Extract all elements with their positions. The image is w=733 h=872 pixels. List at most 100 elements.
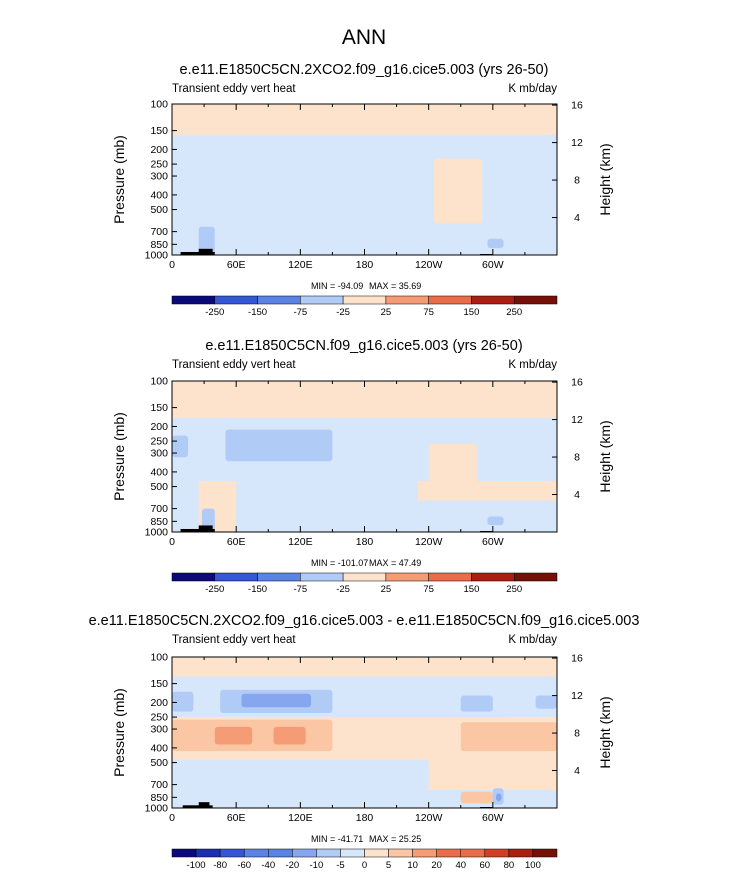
panel-title: e.e11.E1850C5CN.2XCO2.f09_g16.cice5.003 …: [180, 62, 549, 78]
colorbar-swatch: [385, 295, 429, 305]
x-tick-label: 180: [356, 259, 374, 271]
colorbar-label: -20: [285, 860, 299, 871]
colorbar-swatch: [513, 295, 558, 305]
contour-region: [172, 381, 557, 418]
x-tick-label: 120W: [415, 812, 443, 824]
colorbar-label: -100: [187, 860, 206, 871]
y-tick-label: 700: [150, 226, 168, 238]
units-label: K mb/day: [508, 83, 557, 95]
x-tick-label: 120W: [415, 259, 443, 271]
colorbar-swatch: [243, 848, 269, 858]
colorbar-label: 60: [480, 860, 491, 871]
contour-region: [172, 759, 429, 791]
colorbar-swatch: [171, 848, 197, 858]
panel-3: e.e11.E1850C5CN.2XCO2.f09_g16.cice5.003 …: [89, 613, 640, 871]
contour-region: [460, 791, 493, 804]
y-tick-label: 250: [150, 159, 168, 171]
y-tick-label: 500: [150, 757, 168, 769]
min-label: MIN = -101.07: [311, 558, 368, 568]
contour-region: [487, 516, 504, 526]
plot-area: [172, 104, 557, 255]
variable-label: Transient eddy vert heat: [172, 83, 296, 95]
y-right-tick-label: 12: [571, 137, 583, 149]
min-label: MIN = -94.09: [311, 281, 363, 291]
y-tick-label: 300: [150, 724, 168, 736]
colorbar-label: 150: [464, 307, 480, 318]
colorbar-swatch: [214, 295, 258, 305]
y-tick-label: 400: [150, 742, 168, 754]
colorbar-label: -150: [248, 584, 267, 595]
y-axis-title: Pressure (mb): [111, 135, 127, 224]
y-tick-label: 100: [150, 652, 168, 664]
colorbar-label: 0: [362, 860, 367, 871]
colorbar-label: 250: [506, 307, 522, 318]
panel-1: e.e11.E1850C5CN.2XCO2.f09_g16.cice5.003 …: [111, 62, 613, 318]
contour-region: [460, 695, 493, 712]
y-tick-label: 1000: [145, 527, 169, 539]
contour-region: [273, 726, 306, 745]
y-axis-right-title: Height (km): [597, 143, 613, 215]
y-right-tick-label: 16: [571, 377, 583, 389]
contour-region: [487, 238, 504, 249]
y-axis-title: Pressure (mb): [111, 688, 127, 777]
y-axis-right-title: Height (km): [597, 696, 613, 768]
x-tick-label: 60E: [227, 536, 246, 548]
contour-region: [434, 158, 483, 224]
x-tick-label: 120W: [415, 536, 443, 548]
topography-mask: [180, 528, 215, 532]
y-tick-label: 300: [150, 448, 168, 460]
x-tick-label: 180: [356, 536, 374, 548]
x-tick-label: 180: [356, 812, 374, 824]
y-tick-label: 150: [150, 678, 168, 690]
colorbar-swatch: [214, 572, 258, 582]
colorbar-label: 10: [407, 860, 418, 871]
colorbar-label: 100: [525, 860, 541, 871]
y-right-tick-label: 16: [571, 100, 583, 112]
contour-region: [236, 481, 418, 532]
y-right-tick-label: 4: [574, 212, 580, 224]
y-right-tick-label: 12: [571, 690, 583, 702]
colorbar-label: -25: [336, 584, 350, 595]
x-tick-label: 60E: [227, 259, 246, 271]
contour-region: [214, 726, 253, 745]
colorbar-swatch: [428, 295, 472, 305]
colorbar-swatch: [195, 848, 221, 858]
x-tick-label: 60E: [227, 812, 246, 824]
colorbar-swatch: [316, 848, 341, 858]
variable-label: Transient eddy vert heat: [172, 634, 296, 646]
colorbar-label: -75: [293, 307, 307, 318]
topography-mask: [198, 525, 213, 532]
y-tick-label: 700: [150, 779, 168, 791]
y-tick-label: 850: [150, 239, 168, 251]
colorbar-label: 5: [386, 860, 391, 871]
colorbar-swatch: [364, 848, 389, 858]
y-tick-label: 250: [150, 712, 168, 724]
colorbar-label: -5: [336, 860, 344, 871]
panel-2: e.e11.E1850C5CN.f09_g16.cice5.003 (yrs 2…: [111, 338, 613, 595]
colorbar-label: 75: [423, 307, 434, 318]
colorbar-label: 250: [506, 584, 522, 595]
colorbar-swatch: [300, 572, 344, 582]
y-axis-right-title: Height (km): [597, 420, 613, 492]
colorbar-swatch: [300, 295, 344, 305]
colorbar-swatch: [385, 572, 429, 582]
colorbar-swatch: [484, 848, 510, 858]
max-label: MAX = 35.69: [369, 281, 421, 291]
colorbar-label: -60: [237, 860, 251, 871]
colorbar-swatch: [471, 572, 515, 582]
contour-region: [172, 719, 333, 752]
colorbar-swatch: [342, 295, 387, 305]
contour-region: [241, 693, 312, 708]
y-tick-label: 100: [150, 376, 168, 388]
y-tick-label: 100: [150, 99, 168, 111]
y-tick-label: 500: [150, 481, 168, 493]
contour-region: [172, 134, 557, 213]
y-right-tick-label: 4: [574, 765, 580, 777]
colorbar-swatch: [171, 572, 216, 582]
x-tick-label: 120E: [288, 259, 313, 271]
colorbar-swatch: [436, 848, 461, 858]
y-tick-label: 1000: [145, 803, 169, 815]
contour-region: [172, 657, 557, 677]
y-right-tick-label: 8: [574, 175, 580, 187]
y-right-tick-label: 16: [571, 653, 583, 665]
